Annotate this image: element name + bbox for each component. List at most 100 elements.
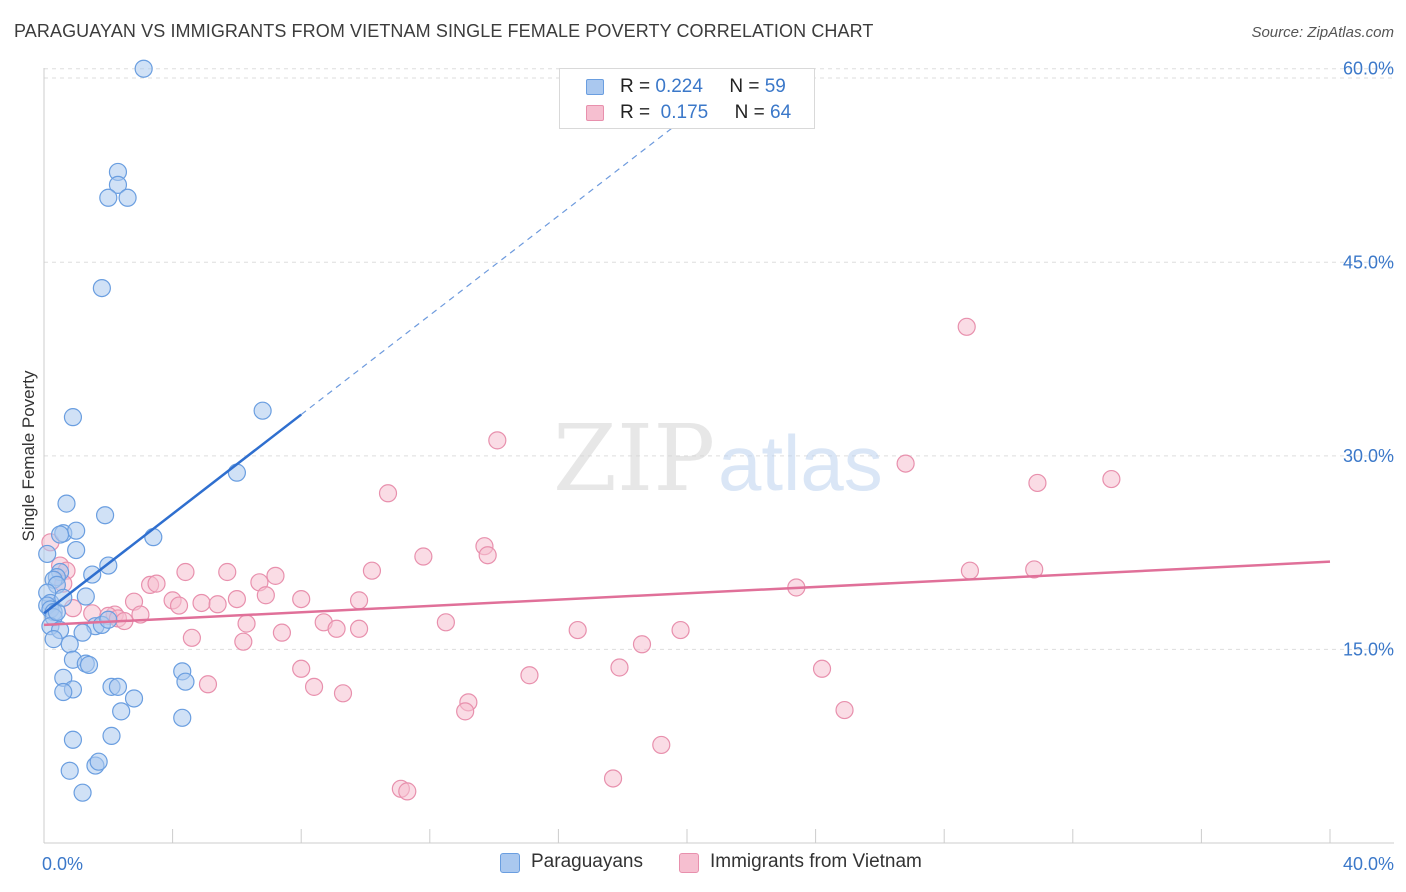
legend-r-value: 0.175	[660, 102, 709, 123]
paraguayan-point-53	[89, 752, 108, 771]
chart-title: PARAGUAYAN VS IMMIGRANTS FROM VIETNAM SI…	[14, 21, 874, 41]
vietnam-point-27	[292, 589, 311, 609]
vietnam-point-31	[169, 596, 189, 615]
y-tick-label-3: 60.0%	[1343, 59, 1394, 79]
paraguayan-point-48	[173, 708, 192, 727]
vietnam-point-58	[456, 702, 475, 721]
vietnam-point-15	[362, 561, 382, 580]
paraguayan-point-50	[102, 726, 121, 745]
y-tick-label-1: 30.0%	[1343, 446, 1394, 466]
legend-n-value: 59	[764, 76, 786, 97]
vietnam-point-59	[835, 700, 854, 720]
vietnam-point-30	[208, 595, 227, 614]
vietnam-point-16	[960, 561, 980, 580]
vietnam-point-49	[632, 635, 652, 654]
paraguayan-point-6	[253, 401, 272, 420]
paraguayan-point-51	[60, 761, 79, 780]
paraguayan-point-13	[67, 521, 86, 540]
vietnam-point-44	[568, 620, 587, 640]
paraguayan-point-4	[118, 188, 137, 207]
vietnam-point-24	[227, 589, 246, 609]
legend-swatch-pink	[586, 105, 604, 121]
bottom-legend-swatch-pink	[679, 853, 699, 873]
vietnam-point-29	[192, 593, 211, 613]
vietnam-point-14	[266, 566, 285, 585]
paraguayan-point-43	[108, 677, 128, 696]
trend-line-paraguayans	[43, 413, 302, 615]
paraguayan-point-35	[60, 635, 79, 654]
paraguayan-point-10	[95, 506, 115, 525]
paraguayan-point-47	[112, 702, 131, 721]
vietnam-point-61	[603, 769, 623, 788]
legend-r-label: R =	[620, 102, 651, 123]
vietnam-point-50	[292, 659, 311, 678]
bottom-legend-swatch-blue	[500, 853, 520, 873]
vietnam-point-45	[671, 620, 690, 640]
paraguayan-point-15	[67, 540, 86, 560]
paraguayan-point-41	[176, 672, 195, 691]
vietnam-point-4	[1102, 469, 1121, 489]
paraguayan-point-16	[38, 544, 57, 564]
vietnam-point-63	[398, 782, 417, 801]
vietnam-point-53	[520, 666, 539, 685]
vietnam-point-42	[327, 619, 346, 638]
paraguayan-point-36	[44, 630, 63, 649]
paraguayan-point-3	[99, 188, 118, 207]
vietnam-point-20	[147, 574, 166, 593]
grid-lines	[44, 68, 1394, 650]
vietnam-point-13	[218, 562, 237, 582]
vietnam-point-2	[896, 454, 915, 473]
vietnam-point-54	[304, 677, 324, 696]
vietnam-point-28	[349, 591, 369, 610]
paraguayan-point-9	[57, 494, 76, 513]
vietnam-point-43	[349, 619, 369, 638]
paraguayan-point-5	[92, 278, 111, 298]
vietnam-point-46	[272, 623, 292, 642]
vietnam-point-41	[436, 613, 455, 632]
paraguayan-point-55	[79, 655, 99, 675]
watermark-atlas: atlas	[718, 419, 883, 507]
vietnam-point-10	[414, 547, 433, 566]
vietnam-point-51	[610, 658, 629, 677]
legend-n-label: N =	[729, 76, 760, 97]
vietnam-point-47	[182, 628, 201, 647]
bottom-legend-label: Paraguayans	[531, 851, 643, 872]
vietnam-point-1	[488, 431, 507, 450]
vietnam-point-17	[1025, 560, 1044, 579]
vietnam-point-0	[957, 317, 976, 336]
vietnam-point-39	[237, 614, 256, 633]
paraguayan-point-46	[124, 689, 144, 708]
trend-line-paraguayans-extension	[300, 83, 730, 416]
x-tick-marks	[43, 829, 1331, 843]
y-tick-labels: 15.0% 30.0% 45.0% 60.0%	[1343, 59, 1394, 660]
trend-line-vietnam	[43, 560, 1331, 627]
y-tick-label-0: 15.0%	[1343, 639, 1394, 659]
paraguayan-point-11	[144, 528, 163, 547]
vietnam-point-52	[812, 659, 832, 678]
correlation-legend: R = 0.224 N = 59 R = 0.175 N = 64	[559, 68, 815, 129]
paraguayan-point-2	[108, 175, 128, 194]
paraguayan-point-0	[134, 59, 153, 78]
bottom-legend-label: Immigrants from Vietnam	[710, 851, 922, 872]
source-label: Source: ZipAtlas.com	[1251, 24, 1394, 41]
legend-swatch-blue	[586, 79, 604, 95]
vietnam-point-5	[378, 484, 398, 503]
vietnam-point-48	[234, 632, 253, 651]
paraguayan-point-8	[227, 463, 246, 482]
watermark: ZIP atlas	[553, 405, 883, 512]
paraguayan-point-49	[63, 730, 83, 749]
paraguayan-point-24	[76, 587, 95, 606]
x-tick-label-max: 40.0%	[1343, 854, 1394, 874]
vietnam-point-23	[256, 586, 275, 605]
y-axis-label: Single Female Poverty	[19, 370, 38, 542]
paraguayan-point-56	[99, 610, 118, 629]
legend-r-label: R =	[620, 76, 651, 97]
vietnam-point-3	[1028, 473, 1047, 493]
paraguayan-point-45	[54, 682, 73, 702]
paraguayan-point-14	[50, 525, 70, 544]
x-tick-label-min: 0.0%	[42, 854, 83, 874]
vietnam-point-60	[652, 735, 671, 755]
legend-r-value: 0.224	[655, 76, 703, 97]
vietnam-point-56	[333, 684, 353, 703]
